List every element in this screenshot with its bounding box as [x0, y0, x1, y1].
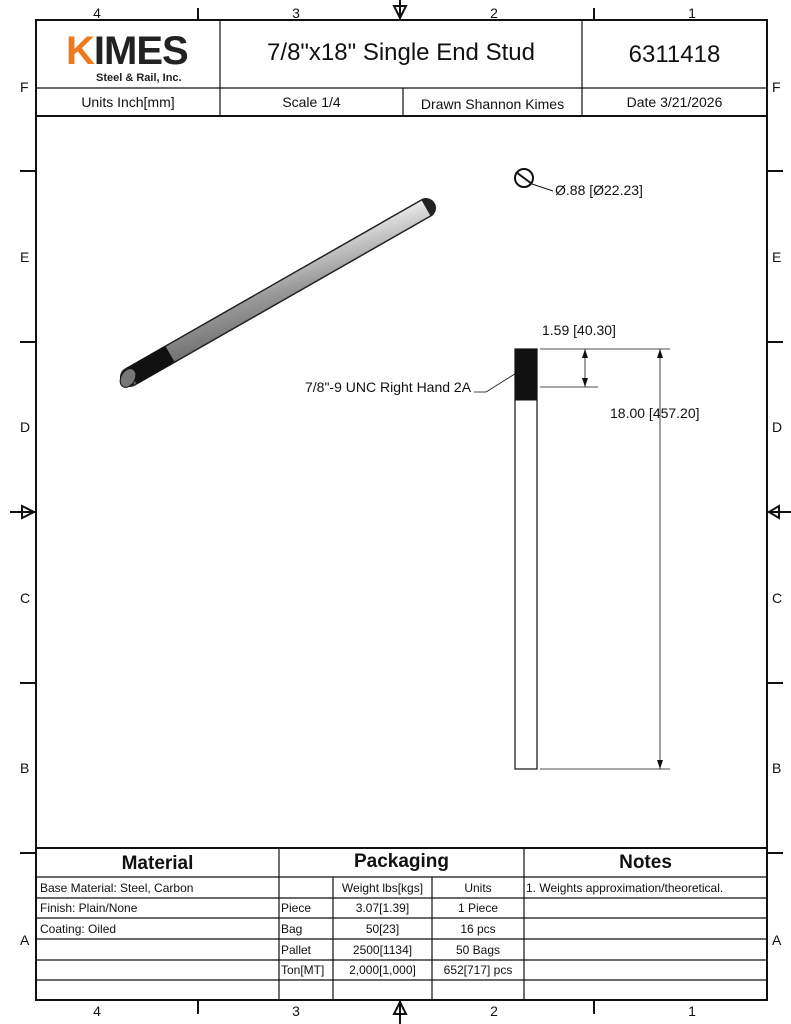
company-logo: KIMES Steel & Rail, Inc.: [66, 29, 189, 85]
packaging-col-units: Units: [464, 880, 492, 895]
logo-subtitle: Steel & Rail, Inc.: [96, 72, 182, 84]
packaging-row-label: Bag: [281, 921, 303, 936]
zone-row-label: F: [20, 79, 29, 95]
zone-row-label: C: [772, 590, 783, 606]
packaging-header: Packaging: [353, 850, 450, 872]
zone-column-label: 2: [490, 5, 498, 21]
diameter-symbol-icon: [514, 168, 554, 192]
packaging-row-label: Pallet: [281, 942, 312, 957]
zone-column-label: 1: [688, 5, 696, 21]
thread-spec-callout: 7/8"-9 UNC Right Hand 2A: [305, 379, 472, 395]
packaging-row-weight: 2500[1134]: [352, 943, 413, 957]
packaging-col-weight: Weight lbs[kgs]: [341, 880, 424, 895]
drawn-by: Drawn Shannon Kimes: [420, 96, 565, 112]
packaging-row-units: 16 pcs: [460, 921, 496, 936]
zone-row-label: D: [20, 419, 31, 435]
zone-row-label: A: [20, 932, 30, 948]
packaging-row-label: Ton[MT]: [281, 963, 325, 977]
overall-length-dimension: 18.00 [457.20]: [610, 405, 700, 421]
part-number: 6311418: [628, 41, 721, 68]
drawing-title: 7/8"x18" Single End Stud: [267, 39, 535, 66]
zone-column-label: 2: [490, 1003, 498, 1019]
packaging-row-units: 652[717] pcs: [443, 963, 513, 977]
material-finish: Finish: Plain/None: [40, 901, 138, 915]
sheet-border: [35, 19, 768, 1001]
packaging-row-units: 50 Bags: [455, 942, 501, 957]
material-header: Material: [121, 852, 194, 874]
packaging-row-weight: 3.07[1.39]: [355, 901, 410, 915]
packaging-row-label: Piece: [281, 901, 312, 915]
packaging-row-weight: 50[23]: [365, 921, 400, 936]
zone-row-label: E: [20, 249, 30, 265]
stud-side-view: [474, 348, 670, 770]
thread-length-dimension: 1.59 [40.30]: [542, 322, 616, 338]
packaging-row-weight: 2,000[1,000]: [349, 963, 416, 977]
zone-column-label: 4: [93, 5, 101, 21]
zone-column-label: 4: [93, 1003, 101, 1019]
zone-row-label: D: [772, 419, 783, 435]
date: Date 3/21/2026: [626, 94, 723, 110]
material-coating: Coating: Oiled: [40, 921, 117, 936]
zone-row-label: C: [20, 590, 31, 606]
zone-column-label: 3: [292, 1003, 300, 1019]
stud-isometric-view: [119, 198, 436, 388]
zone-row-label: B: [772, 760, 782, 776]
zone-column-label: 3: [292, 5, 300, 21]
diameter-dimension: Ø.88 [Ø22.23]: [555, 182, 643, 198]
material-base: Base Material: Steel, Carbon: [40, 880, 194, 895]
zone-row-label: E: [772, 249, 782, 265]
note-item: 1. Weights approximation/theoretical.: [526, 880, 724, 895]
units: Units Inch[mm]: [81, 94, 175, 110]
notes-header: Notes: [619, 851, 672, 873]
zone-row-label: A: [772, 932, 782, 948]
logo-brand: KIMES: [66, 29, 189, 73]
zone-row-label: B: [20, 760, 30, 776]
packaging-row-units: 1 Piece: [457, 901, 499, 915]
scale: Scale 1/4: [282, 94, 341, 110]
zone-column-label: 1: [688, 1003, 696, 1019]
zone-row-label: F: [772, 79, 781, 95]
